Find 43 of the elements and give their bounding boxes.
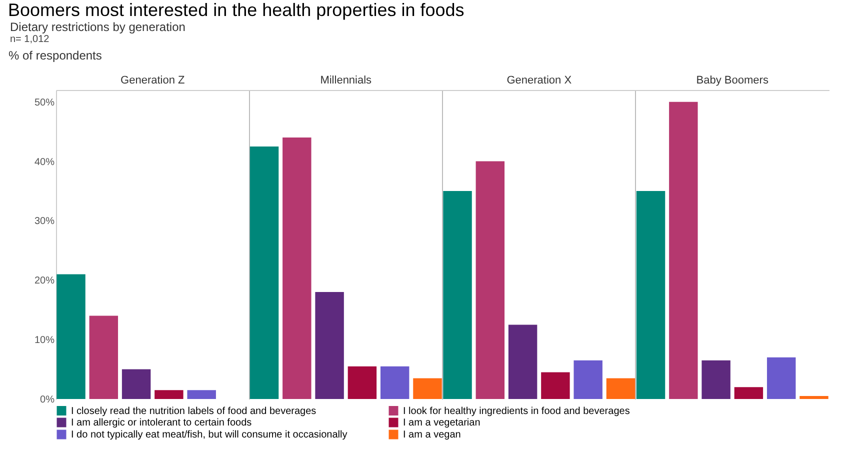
bar — [800, 396, 828, 399]
y-tick-label: 40% — [34, 156, 55, 168]
bar — [187, 390, 216, 399]
bar — [574, 360, 602, 399]
x-tick-label: Generation Z — [120, 74, 186, 86]
bar — [89, 316, 118, 399]
bar — [541, 372, 570, 399]
bar — [669, 102, 698, 399]
bar — [122, 369, 151, 399]
bar — [606, 378, 636, 399]
bar — [154, 390, 184, 399]
legend-label: I am a vegan — [403, 430, 461, 440]
legend-label: I look for healthy ingredients in food and beverages — [403, 406, 630, 417]
legend-label: I am allergic or intolerant to certain foods — [71, 418, 252, 428]
bar — [413, 378, 442, 399]
legend-label: I closely read the nutrition labels of food and beverages — [71, 406, 316, 417]
bar — [476, 161, 505, 399]
y-tick-label: 0% — [40, 394, 55, 406]
bar — [636, 191, 666, 399]
bar — [766, 357, 796, 399]
y-tick-label: 30% — [34, 216, 55, 228]
bar — [282, 138, 312, 399]
bar — [443, 191, 472, 399]
y-axis-title: % of respondents — [8, 48, 102, 62]
bar — [56, 274, 86, 399]
bar — [508, 324, 538, 399]
chart-subtitle: Dietary restrictions by generation — [10, 20, 186, 34]
x-tick-label: Baby Boomers — [696, 74, 769, 86]
bar — [380, 366, 410, 399]
legend-label: I am a vegetarian — [403, 418, 480, 428]
bar — [702, 360, 730, 399]
bar — [250, 146, 279, 399]
bar — [315, 292, 344, 399]
chart-title: Boomers most interested in the health properties in foods — [8, 0, 466, 20]
y-tick-label: 10% — [34, 335, 55, 346]
y-tick-label: 20% — [34, 276, 55, 287]
bar — [734, 387, 764, 399]
y-tick-label: 50% — [34, 97, 55, 108]
legend-label: I do not typically eat meat/fish, but will consume it occasionally — [71, 430, 348, 440]
x-tick-label: Millennials — [320, 74, 372, 86]
x-tick-label: Generation X — [506, 74, 572, 86]
bar — [348, 366, 377, 399]
text: n= 1,012 — [10, 34, 50, 45]
